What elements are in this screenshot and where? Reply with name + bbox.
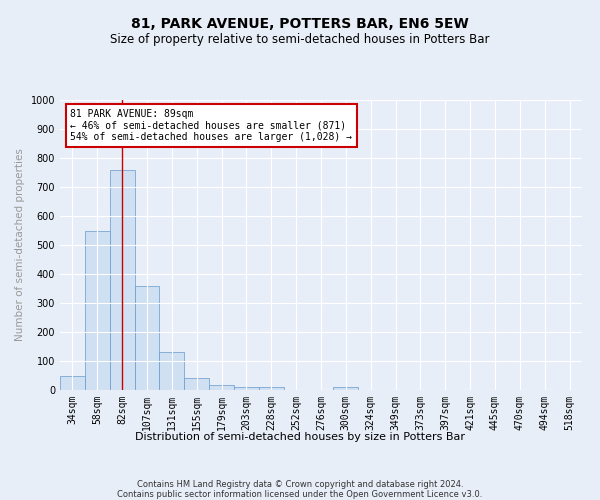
Bar <box>134 286 160 390</box>
Bar <box>184 378 209 390</box>
Bar <box>160 352 184 390</box>
Text: 81 PARK AVENUE: 89sqm
← 46% of semi-detached houses are smaller (871)
54% of sem: 81 PARK AVENUE: 89sqm ← 46% of semi-deta… <box>70 108 352 142</box>
Text: Distribution of semi-detached houses by size in Potters Bar: Distribution of semi-detached houses by … <box>135 432 465 442</box>
Bar <box>110 170 134 390</box>
Bar <box>85 230 110 390</box>
Bar <box>234 386 259 390</box>
Text: 81, PARK AVENUE, POTTERS BAR, EN6 5EW: 81, PARK AVENUE, POTTERS BAR, EN6 5EW <box>131 18 469 32</box>
Bar <box>259 387 284 390</box>
Text: Size of property relative to semi-detached houses in Potters Bar: Size of property relative to semi-detach… <box>110 32 490 46</box>
Bar <box>209 385 234 390</box>
Text: Contains HM Land Registry data © Crown copyright and database right 2024.
Contai: Contains HM Land Registry data © Crown c… <box>118 480 482 500</box>
Bar <box>334 387 358 390</box>
Y-axis label: Number of semi-detached properties: Number of semi-detached properties <box>15 148 25 342</box>
Bar <box>60 376 85 390</box>
